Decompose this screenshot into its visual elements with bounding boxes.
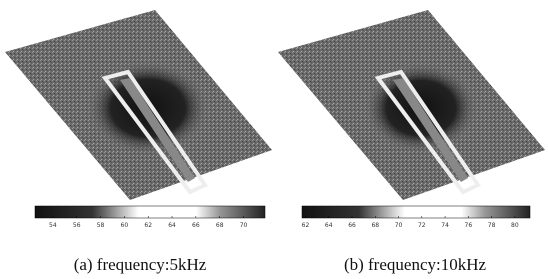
colorbar-tick-label: 72 — [418, 222, 426, 229]
colorbar-tick-label: 68 — [216, 222, 224, 229]
colorbar-tick-label: 74 — [441, 222, 449, 229]
colorbar-tick-label: 80 — [511, 222, 519, 229]
panel-b-plot — [278, 10, 545, 200]
colorbar-tick-label: 64 — [168, 222, 176, 229]
colorbar-tick-label: 64 — [325, 222, 333, 229]
caption: (b) frequency:10kHz — [344, 255, 487, 274]
caption: (a) frequency:5kHz — [74, 255, 207, 274]
colorbar-tick-label: 54 — [49, 222, 57, 229]
colorbar-tick-label: 66 — [192, 222, 200, 229]
colorbar — [35, 206, 265, 218]
colorbar-tick-label: 66 — [348, 222, 356, 229]
colorbar-tick-label: 62 — [302, 222, 310, 229]
colorbar-tick-label: 58 — [97, 222, 105, 229]
colorbar-tick-label: 78 — [488, 222, 496, 229]
colorbar-tick-label: 70 — [240, 222, 248, 229]
figure: (a) frequency:5kHz (b) frequency:10kHz 5… — [0, 0, 548, 279]
colorbar-tick-label: 62 — [144, 222, 152, 229]
colorbar-tick-label: 56 — [73, 222, 81, 229]
colorbar-tick-label: 68 — [371, 222, 379, 229]
colorbar-tick-label: 70 — [395, 222, 403, 229]
colorbar-tick-label: 60 — [121, 222, 129, 229]
panel-a-plot — [5, 10, 272, 200]
colorbar — [302, 206, 530, 218]
colorbar-tick-label: 76 — [465, 222, 473, 229]
